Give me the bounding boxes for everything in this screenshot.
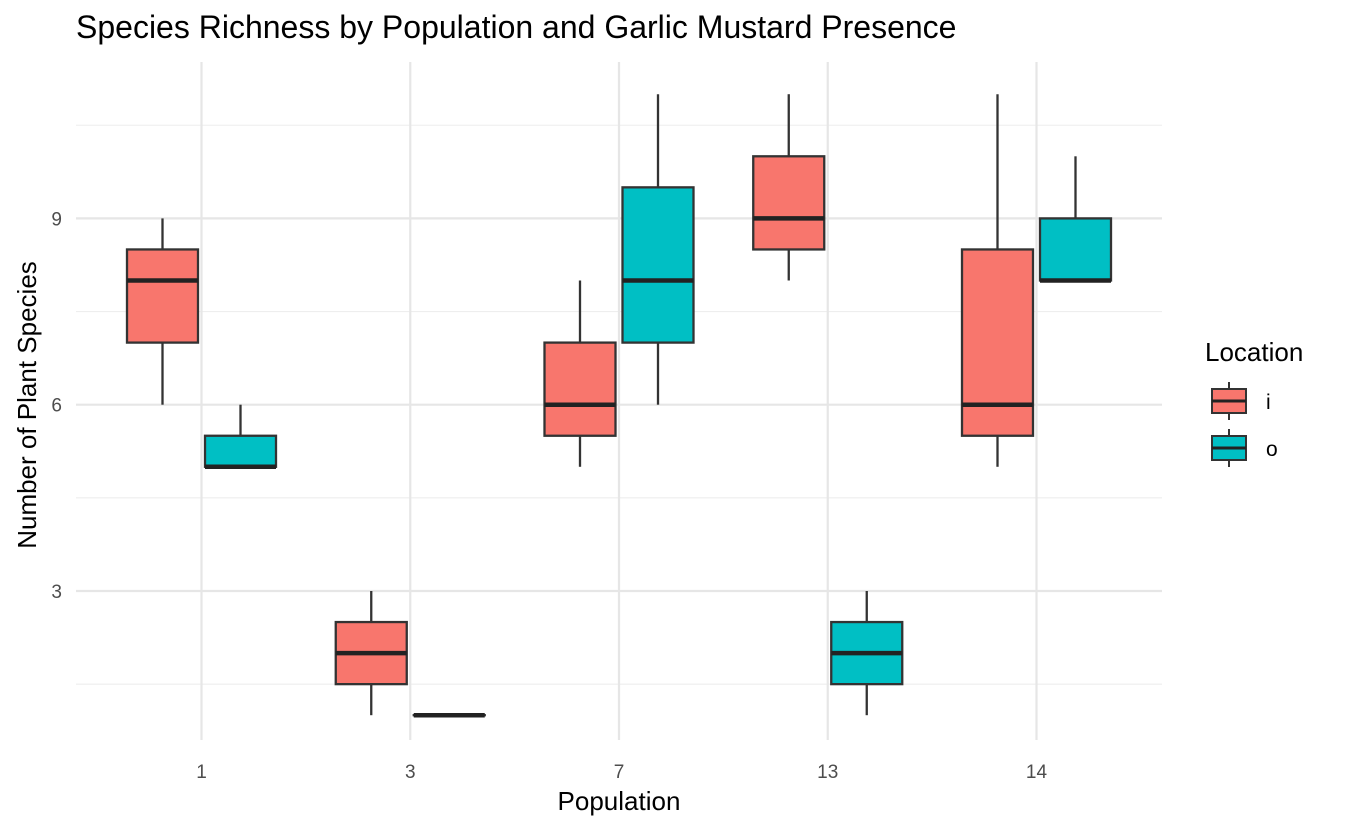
x-tick-label: 13 <box>817 762 838 783</box>
box-i-pop-13 <box>752 94 826 281</box>
x-tick-labels: 1 3 7 13 14 <box>196 762 1047 783</box>
x-tick-label: 3 <box>405 762 416 783</box>
chart-title: Species Richness by Population and Garli… <box>76 9 956 45</box>
box-i-pop-1 <box>125 218 200 405</box>
box-o-pop-1 <box>203 404 278 470</box>
legend: Location i o <box>1205 337 1303 467</box>
box-body <box>621 186 695 344</box>
box-body <box>203 434 278 468</box>
box-body <box>1038 217 1113 282</box>
x-tick-label: 7 <box>614 762 625 783</box>
y-tick-label: 6 <box>51 396 62 417</box>
legend-label: o <box>1266 438 1278 461</box>
legend-key-o: o <box>1211 429 1278 467</box>
box-o-pop-14 <box>1038 156 1113 283</box>
box-body <box>125 248 200 344</box>
box-marks <box>125 94 1113 718</box>
box-i-pop-14 <box>960 94 1035 467</box>
box-i-pop-3 <box>334 591 408 716</box>
box-o-pop-13 <box>830 591 904 716</box>
legend-title: Location <box>1205 337 1303 367</box>
box-body <box>543 341 617 437</box>
box-body <box>960 248 1035 437</box>
legend-key-i: i <box>1211 382 1271 420</box>
grid-lines <box>76 62 1162 740</box>
legend-label: i <box>1266 391 1271 414</box>
y-tick-label: 9 <box>51 209 62 230</box>
x-axis-title: Population <box>558 786 681 816</box>
x-tick-label: 1 <box>196 762 207 783</box>
box-i-pop-7 <box>543 280 617 467</box>
box-o-pop-7 <box>621 94 695 405</box>
y-tick-labels: 3 6 9 <box>51 209 62 603</box>
box-body <box>752 155 826 251</box>
y-axis-title: Number of Plant Species <box>12 261 42 549</box>
y-tick-label: 3 <box>51 582 62 603</box>
x-tick-label: 14 <box>1026 762 1048 783</box>
